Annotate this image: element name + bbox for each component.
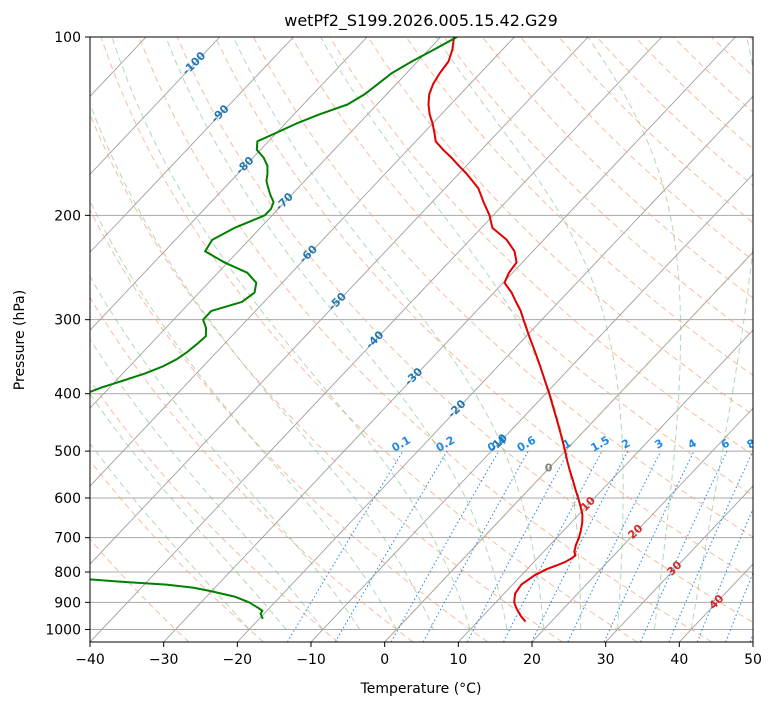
isotherm-line xyxy=(90,37,515,487)
mixing-ratio-line xyxy=(286,450,404,642)
dry-adiabat-line xyxy=(367,37,753,416)
mixing-ratio-line xyxy=(422,450,529,642)
dry-adiabat-line xyxy=(214,37,753,580)
isotherm-line xyxy=(90,37,368,331)
dry-adiabat-line xyxy=(90,208,488,642)
isotherm-line xyxy=(90,37,663,642)
y-tick-label: 200 xyxy=(54,208,81,224)
dewpoint-profile-line xyxy=(90,37,458,620)
y-tick-label: 500 xyxy=(54,444,81,460)
mixing-ratio-line xyxy=(640,450,728,642)
x-tick-label: 50 xyxy=(744,652,762,668)
moist-adiabat-line xyxy=(587,37,682,630)
x-axis-title: Temperature (°C) xyxy=(360,681,482,697)
isotherm-line xyxy=(90,37,442,409)
chart-title: wetPf2_S199.2026.005.15.42.G29 xyxy=(284,11,558,31)
plot-frame xyxy=(89,36,754,643)
y-tick-label: 300 xyxy=(54,313,81,329)
mixing-ratio-line xyxy=(390,450,500,642)
moist-adiabat-line xyxy=(90,275,361,630)
isotherm-line xyxy=(531,407,753,642)
moist-adiabat-line xyxy=(90,442,250,630)
y-tick-label: 1000 xyxy=(45,622,81,638)
y-tick-label: 600 xyxy=(54,491,81,507)
dry-adiabat-line xyxy=(138,37,712,642)
dry-adiabat-line xyxy=(90,296,414,642)
mixing-ratio-line xyxy=(466,450,570,642)
sounding-series xyxy=(90,37,584,623)
zero-label: 0 xyxy=(545,462,553,475)
x-axis-ticks: −40 −30 −20 −10 0 10 20 30 40 50 xyxy=(75,642,762,668)
moist-adiabat-line xyxy=(435,37,624,630)
x-tick-label: −20 xyxy=(223,652,253,668)
y-tick-label: 400 xyxy=(54,387,81,403)
dry-adiabat-line xyxy=(176,37,753,623)
isotherm-line xyxy=(90,37,221,175)
dry-adiabat-line xyxy=(253,37,753,538)
moist-adiabat-line xyxy=(232,37,545,630)
mixing-ratio-line xyxy=(668,450,753,642)
moist-adiabat-line xyxy=(90,338,324,630)
y-axis-ticks: 100 200 300 400 500 600 700 800 900 1000 xyxy=(45,30,90,638)
isotherm-line xyxy=(458,329,753,642)
dry-adiabat-line xyxy=(90,379,339,642)
dry-adiabat-line xyxy=(90,538,190,642)
x-tick-label: −40 xyxy=(75,652,105,668)
x-tick-label: 20 xyxy=(523,652,541,668)
dry-adiabat-line xyxy=(329,37,753,456)
mixing-ratio-line xyxy=(696,507,753,642)
mixing-ratio-line xyxy=(531,450,629,642)
moist-adiabat-line xyxy=(111,37,471,630)
isotherm-line xyxy=(90,37,294,253)
moist-adiabat-line xyxy=(320,37,582,630)
x-tick-label: −30 xyxy=(149,652,179,668)
dry-adiabat-line xyxy=(90,459,264,642)
moist-adiabat-line xyxy=(690,37,753,630)
background-lines xyxy=(90,37,753,642)
moist-adiabat-line xyxy=(165,37,508,630)
y-tick-label: 900 xyxy=(54,595,81,611)
dry-adiabat-line xyxy=(100,37,638,642)
dry-adiabat-line xyxy=(405,37,753,376)
y-tick-label: 100 xyxy=(54,30,81,46)
isotherm-line xyxy=(237,95,753,642)
dry-adiabat-line xyxy=(291,37,753,497)
x-tick-label: 30 xyxy=(597,652,615,668)
isotherm-line xyxy=(605,485,753,642)
x-tick-label: 10 xyxy=(449,652,467,668)
mixing-ratio-line xyxy=(725,571,753,642)
moist-adiabat-line xyxy=(90,200,397,630)
moist-adiabat-line xyxy=(90,393,287,630)
dry-adiabat-line xyxy=(90,112,563,642)
y-tick-label: 700 xyxy=(54,531,81,547)
x-tick-label: 0 xyxy=(380,652,389,668)
moist-adiabat-line xyxy=(90,102,434,630)
temperature-profile-line xyxy=(427,37,584,623)
x-tick-label: −10 xyxy=(296,652,326,668)
y-tick-label: 800 xyxy=(54,565,81,581)
isotherm-line xyxy=(163,37,736,642)
y-axis-title: Pressure (hPa) xyxy=(12,290,28,390)
isotherm-line xyxy=(90,37,589,565)
mixing-ratio-label: 8 xyxy=(745,437,758,452)
x-tick-label: 40 xyxy=(670,652,688,668)
isotherm-line xyxy=(384,251,753,642)
